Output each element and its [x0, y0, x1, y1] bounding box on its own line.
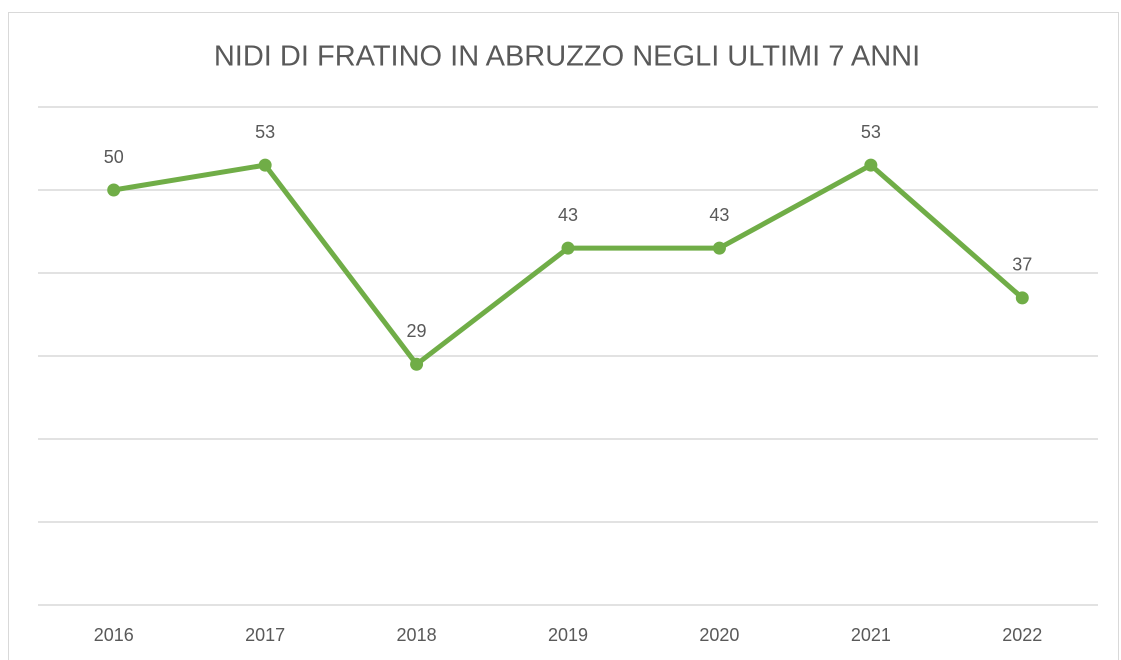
- data-label: 29: [407, 321, 427, 341]
- x-tick-label: 2020: [699, 625, 739, 645]
- x-tick-label: 2017: [245, 625, 285, 645]
- chart-title: NIDI DI FRATINO IN ABRUZZO NEGLI ULTIMI …: [214, 41, 920, 73]
- chart-border: [8, 12, 1119, 660]
- data-point: [258, 158, 272, 172]
- data-label: 43: [709, 205, 729, 225]
- x-tick-label: 2018: [397, 625, 437, 645]
- data-label: 53: [861, 122, 881, 142]
- data-label: 43: [558, 205, 578, 225]
- data-point: [561, 241, 575, 255]
- data-label: 37: [1012, 255, 1032, 275]
- x-tick-label: 2021: [851, 625, 891, 645]
- data-label: 53: [255, 122, 275, 142]
- x-tick-label: 2016: [94, 625, 134, 645]
- data-point: [712, 241, 726, 255]
- x-tick-label: 2022: [1002, 625, 1042, 645]
- data-point: [107, 183, 121, 197]
- data-point: [410, 357, 424, 371]
- x-tick-label: 2019: [548, 625, 588, 645]
- data-label: 50: [104, 147, 124, 167]
- data-point: [864, 158, 878, 172]
- data-point: [1015, 291, 1029, 305]
